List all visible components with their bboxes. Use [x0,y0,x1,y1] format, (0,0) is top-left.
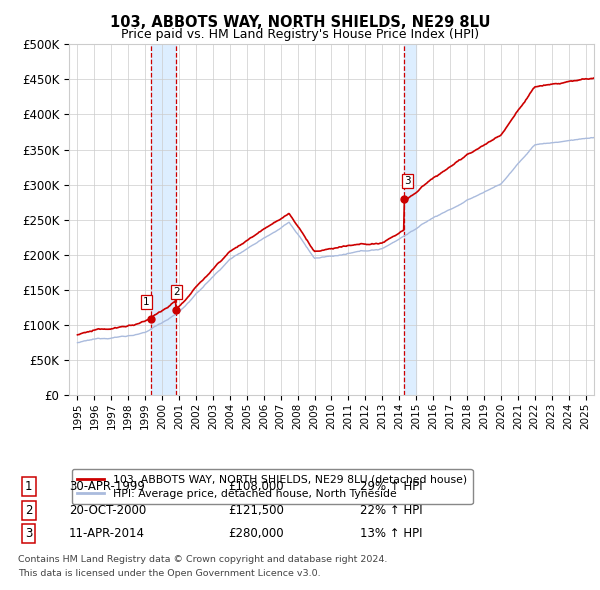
Text: 30-APR-1999: 30-APR-1999 [69,480,145,493]
Text: Contains HM Land Registry data © Crown copyright and database right 2024.: Contains HM Land Registry data © Crown c… [18,555,388,564]
Text: 22% ↑ HPI: 22% ↑ HPI [360,504,422,517]
Text: £280,000: £280,000 [228,527,284,540]
Text: 20-OCT-2000: 20-OCT-2000 [69,504,146,517]
Text: £108,000: £108,000 [228,480,284,493]
Text: 3: 3 [404,176,410,186]
Text: 2: 2 [25,504,32,517]
Text: £121,500: £121,500 [228,504,284,517]
Bar [151,44,176,395]
Text: 11-APR-2014: 11-APR-2014 [69,527,145,540]
Text: 1: 1 [143,297,150,307]
Legend: 103, ABBOTS WAY, NORTH SHIELDS, NE29 8LU (detached house), HPI: Average price, d: 103, ABBOTS WAY, NORTH SHIELDS, NE29 8LU… [72,469,473,504]
Text: 13% ↑ HPI: 13% ↑ HPI [360,527,422,540]
Text: 1: 1 [25,480,32,493]
Text: This data is licensed under the Open Government Licence v3.0.: This data is licensed under the Open Gov… [18,569,320,578]
Text: Price paid vs. HM Land Registry's House Price Index (HPI): Price paid vs. HM Land Registry's House … [121,28,479,41]
Text: 2: 2 [173,287,180,297]
Text: 29% ↑ HPI: 29% ↑ HPI [360,480,422,493]
Text: 3: 3 [25,527,32,540]
Text: 103, ABBOTS WAY, NORTH SHIELDS, NE29 8LU: 103, ABBOTS WAY, NORTH SHIELDS, NE29 8LU [110,15,490,30]
Bar [404,44,416,395]
